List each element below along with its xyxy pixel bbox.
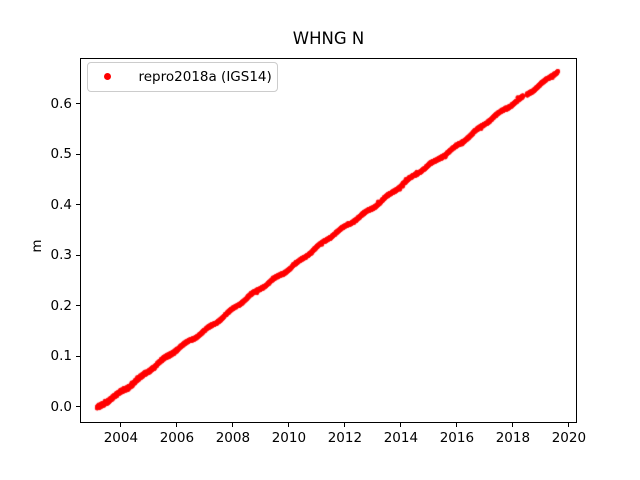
legend-label: repro2018a (IGS14) — [138, 68, 272, 85]
x-tick-label: 2016 — [439, 430, 475, 446]
x-tick-mark — [344, 422, 346, 427]
y-tick-label: 0.6 — [50, 95, 72, 112]
y-tick-label: 0.0 — [50, 398, 72, 415]
x-tick-label: 2018 — [495, 430, 531, 446]
y-tick-mark — [76, 355, 80, 357]
y-tick-label: 0.3 — [50, 247, 72, 264]
y-tick-label: 0.1 — [50, 348, 72, 365]
x-tick-mark — [400, 422, 402, 427]
y-tick-label: 0.2 — [50, 297, 72, 314]
y-tick-mark — [76, 103, 80, 104]
x-tick-label: 2010 — [271, 430, 307, 446]
x-tick-mark — [176, 422, 178, 427]
y-tick-mark — [76, 204, 80, 206]
x-tick-label: 2020 — [551, 430, 587, 446]
x-tick-label: 2014 — [383, 430, 419, 446]
x-tick-mark — [288, 422, 290, 427]
legend-marker-dot — [103, 73, 111, 80]
x-tick-label: 2006 — [159, 430, 195, 446]
x-tick-label: 2004 — [103, 430, 139, 446]
y-tick-mark — [76, 305, 80, 307]
x-tick-mark — [120, 422, 122, 427]
y-tick-mark — [76, 254, 80, 256]
y-tick-mark — [76, 406, 80, 408]
x-tick-label: 2008 — [215, 430, 251, 446]
x-tick-label: 2012 — [327, 430, 363, 446]
y-tick-mark — [76, 153, 80, 155]
x-tick-mark — [512, 422, 514, 427]
chart-title: WHNG N — [292, 29, 365, 48]
x-tick-mark — [456, 422, 458, 427]
x-tick-mark — [568, 422, 570, 427]
x-tick-mark — [232, 422, 234, 427]
y-tick-label: 0.5 — [50, 146, 72, 163]
legend: repro2018a (IGS14) — [86, 61, 278, 92]
y-tick-label: 0.4 — [50, 196, 72, 213]
